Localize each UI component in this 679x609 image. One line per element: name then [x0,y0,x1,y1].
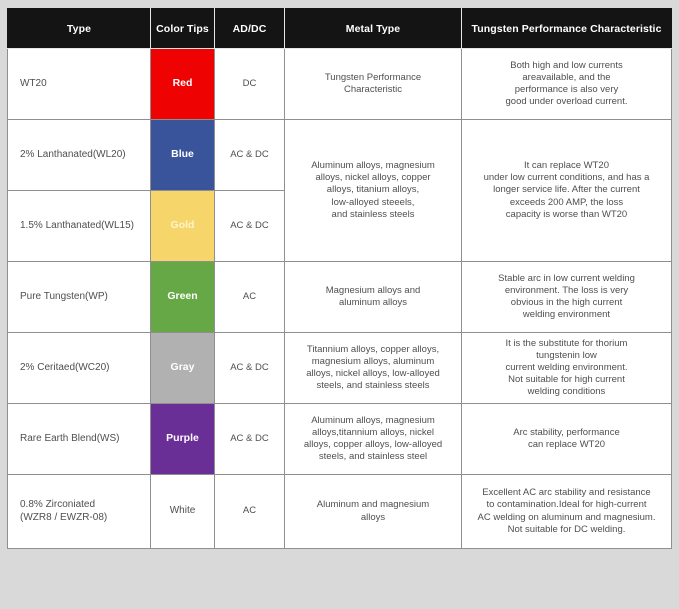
table-row: Pure Tungsten(WP) Green AC Magnesium all… [7,261,672,333]
current-cell: AC [214,474,285,549]
table-row: Rare Earth Blend(WS) Purple AC & DC Alum… [7,403,672,475]
header-metal-type: Metal Type [284,8,462,49]
current-cell: AC [214,261,285,333]
color-chip: Gray [150,332,215,404]
header-characteristic: Tungsten Performance Characteristic [461,8,672,49]
metal-cell: Tungsten Performance Characteristic [284,48,462,120]
current-cell: AC & DC [214,119,285,191]
type-cell: 0.8% Zirconiated (WZR8 / EWZR-08) [7,474,151,549]
characteristic-cell: Arc stability, performance can replace W… [461,403,672,475]
color-chip: Purple [150,403,215,475]
color-chip: Green [150,261,215,333]
metal-cell: Aluminum and magnesium alloys [284,474,462,549]
color-chip: White [150,474,215,549]
current-cell: DC [214,48,285,120]
header-type: Type [7,8,151,49]
color-chip: Blue [150,119,215,191]
current-cell: AC & DC [214,190,285,262]
characteristic-cell: Both high and low currents areavailable,… [461,48,672,120]
color-chip: Red [150,48,215,120]
type-cell: WT20 [7,48,151,120]
table-row: WT20 Red DC Tungsten Performance Charact… [7,48,672,120]
metal-cell: Magnesium alloys and aluminum alloys [284,261,462,333]
header-row: Type Color Tips AD/DC Metal Type Tungste… [7,8,672,49]
type-cell: Pure Tungsten(WP) [7,261,151,333]
table-row: 1.5% Lanthanated(WL15) Gold AC & DC [7,190,672,262]
characteristic-cell: It is the substitute for thorium tungste… [461,332,672,404]
characteristic-cell: Stable arc in low current welding enviro… [461,261,672,333]
header-color-tips: Color Tips [150,8,215,49]
color-chip: Gold [150,190,215,262]
metal-cell: Titannium alloys, copper alloys, magnesi… [284,332,462,404]
current-cell: AC & DC [214,332,285,404]
metal-cell-merged: Aluminum alloys, magnesium alloys, nicke… [284,119,462,262]
table-row: 2% Ceritaed(WC20) Gray AC & DC Titannium… [7,332,672,404]
characteristic-cell-merged: It can replace WT20 under low current co… [461,119,672,262]
type-cell: Rare Earth Blend(WS) [7,403,151,475]
table-row: 2% Lanthanated(WL20) Blue AC & DC Alumin… [7,119,672,262]
type-cell: 2% Ceritaed(WC20) [7,332,151,404]
current-cell: AC & DC [214,403,285,475]
type-cell: 1.5% Lanthanated(WL15) [7,190,151,262]
characteristic-cell: Excellent AC arc stability and resistanc… [461,474,672,549]
header-acdc: AD/DC [214,8,285,49]
tungsten-comparison-table: Type Color Tips AD/DC Metal Type Tungste… [7,8,672,549]
table-row: 0.8% Zirconiated (WZR8 / EWZR-08) White … [7,474,672,549]
type-cell: 2% Lanthanated(WL20) [7,119,151,191]
metal-cell: Aluminum alloys, magnesium alloys,titann… [284,403,462,475]
